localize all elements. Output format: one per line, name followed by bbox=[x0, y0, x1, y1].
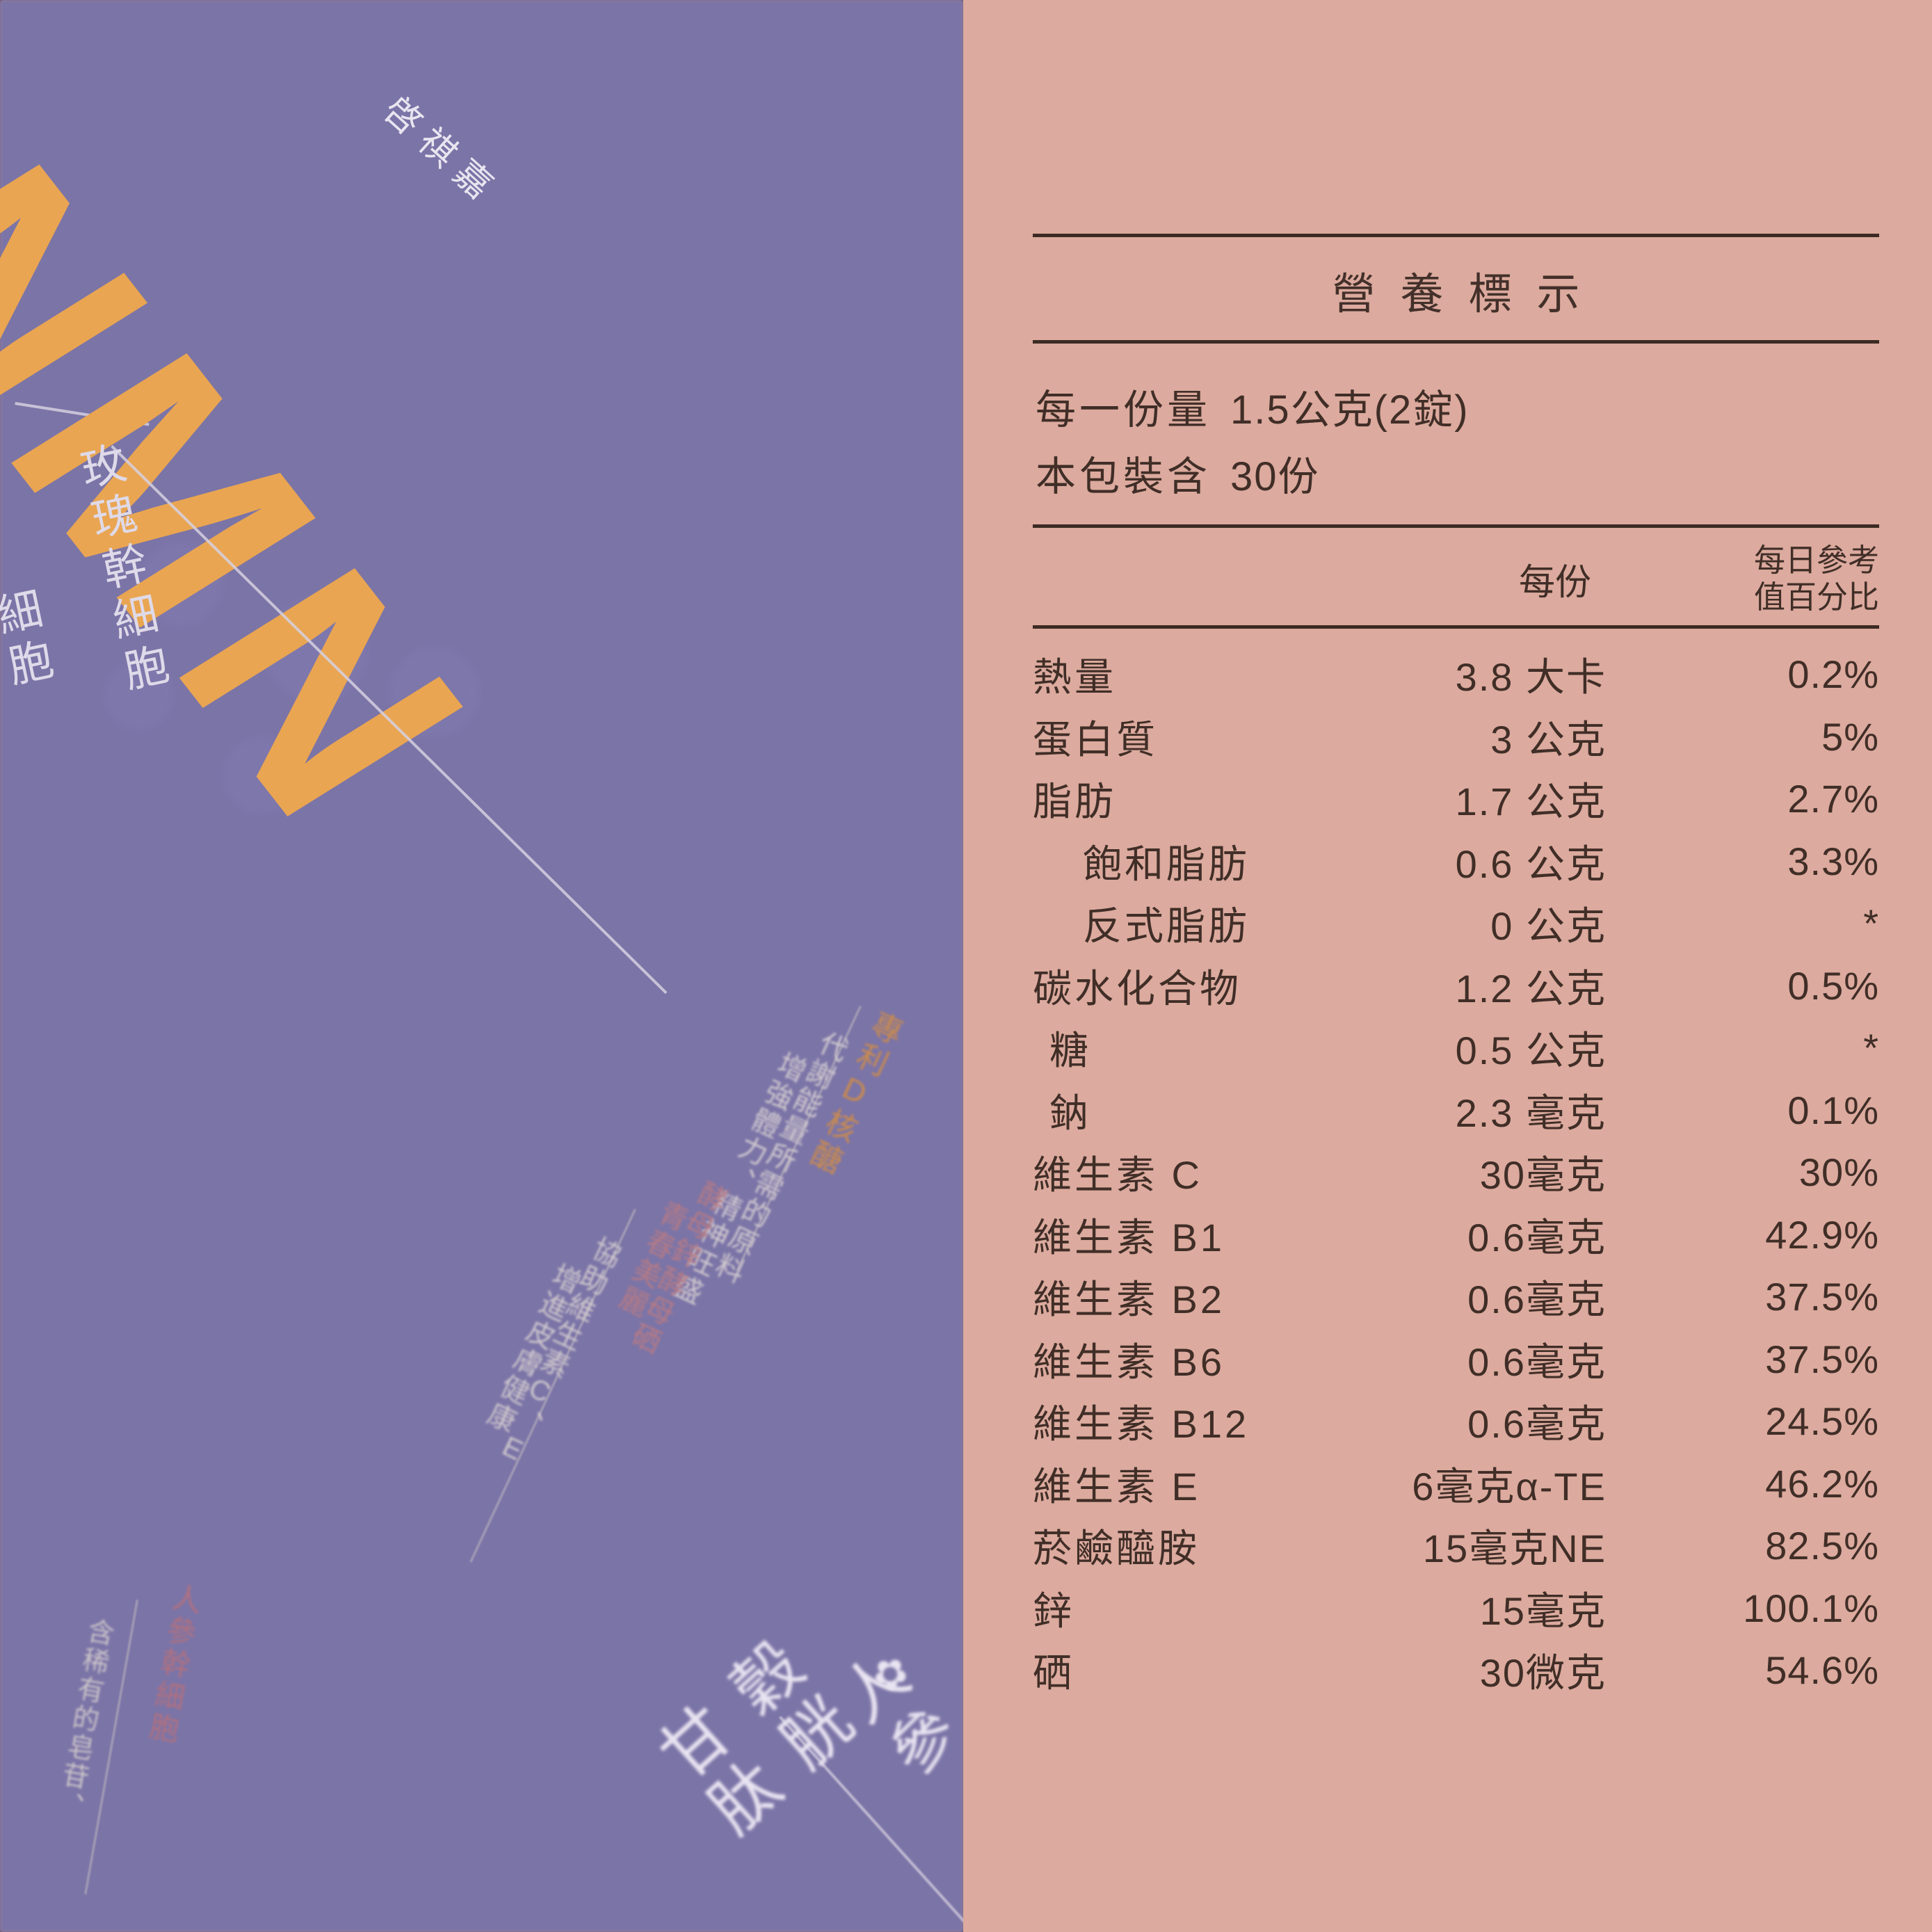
nutrient-amount: 2.3 毫克 bbox=[1455, 1090, 1607, 1135]
divider-line bbox=[1033, 625, 1879, 629]
serving-size-line: 每一份量 1.5公克(2錠) bbox=[1036, 377, 1882, 435]
nutrition-table: 熱量 3.8 大卡 0.2% 蛋白質 3 公克 5% 脂肪 1.7 公克 2.7… bbox=[1033, 643, 1879, 1702]
table-row: 維生素 C 30毫克 30% bbox=[1033, 1141, 1879, 1204]
nutrition-title: 營養標示 bbox=[1332, 271, 1605, 319]
nutrient-daily-percent: 0.1% bbox=[1787, 1088, 1879, 1132]
nutrient-name: 飽和脂肪 bbox=[1083, 842, 1250, 886]
nutrient-amount: 15毫克NE bbox=[1422, 1527, 1607, 1571]
nutrient-daily-percent: 37.5% bbox=[1765, 1337, 1879, 1381]
nutrient-amount: 0.6毫克 bbox=[1467, 1278, 1607, 1322]
nutrient-name: 鋅 bbox=[1033, 1588, 1074, 1633]
watermark-dot bbox=[104, 661, 174, 730]
nutrient-amount: 30毫克 bbox=[1479, 1153, 1607, 1198]
divider-line bbox=[1033, 524, 1879, 528]
nutrient-daily-percent: * bbox=[1863, 901, 1879, 946]
table-row: 維生素 E 6毫克α-TE 46.2% bbox=[1033, 1453, 1879, 1515]
table-row: 脂肪 1.7 公克 2.7% bbox=[1033, 768, 1879, 830]
table-row: 飽和脂肪 0.6 公克 3.3% bbox=[1033, 830, 1879, 893]
nutrient-name: 碳水化合物 bbox=[1033, 966, 1241, 1011]
column-header-daily-value: 每日參考 值百分比 bbox=[1753, 542, 1879, 615]
nutrient-daily-percent: 3.3% bbox=[1787, 839, 1879, 883]
nutrient-name: 糖 bbox=[1049, 1029, 1091, 1073]
nutrient-daily-percent: * bbox=[1863, 1026, 1879, 1070]
nutrient-daily-percent: 5% bbox=[1821, 714, 1879, 759]
nutrient-daily-percent: 30% bbox=[1798, 1150, 1879, 1195]
table-row: 菸鹼醯胺 15毫克NE 82.5% bbox=[1033, 1515, 1879, 1577]
table-row: 維生素 B1 0.6毫克 42.9% bbox=[1033, 1204, 1879, 1266]
nutrient-name: 維生素 B12 bbox=[1033, 1402, 1250, 1447]
watermark-dot bbox=[389, 647, 480, 737]
nutrient-name: 硒 bbox=[1033, 1651, 1074, 1696]
nutrient-name: 維生素 B1 bbox=[1033, 1215, 1225, 1259]
nutrient-daily-percent: 0.5% bbox=[1787, 963, 1879, 1008]
nutrient-name: 鈉 bbox=[1049, 1090, 1091, 1135]
nutrient-amount: 3.8 大卡 bbox=[1455, 655, 1607, 700]
nutrient-name: 熱量 bbox=[1033, 655, 1116, 700]
divider-line bbox=[1033, 340, 1879, 344]
nutrition-facts-panel: 營養標示 每一份量 1.5公克(2錠) 本包裝含 30份 每份 每日參考 值百分比 bbox=[963, 0, 1932, 1932]
nutrient-name: 菸鹼醯胺 bbox=[1033, 1527, 1200, 1571]
table-row: 熱量 3.8 大卡 0.2% bbox=[1033, 643, 1879, 706]
divider-line bbox=[1033, 234, 1879, 237]
nutrient-name: 反式脂肪 bbox=[1083, 904, 1250, 949]
servings-label: 本包裝含 bbox=[1036, 454, 1211, 499]
nutrient-amount: 0.5 公克 bbox=[1455, 1029, 1607, 1073]
nutrient-daily-percent: 82.5% bbox=[1765, 1524, 1879, 1568]
table-row: 反式脂肪 0 公克 * bbox=[1033, 892, 1879, 955]
table-header-row: 每份 每日參考 值百分比 bbox=[1033, 537, 1879, 620]
table-row: 糖 0.5 公克 * bbox=[1033, 1017, 1879, 1079]
nutrient-name: 維生素 B6 bbox=[1033, 1339, 1225, 1384]
nutrient-daily-percent: 100.1% bbox=[1743, 1586, 1879, 1630]
nutrient-name: 脂肪 bbox=[1033, 780, 1116, 824]
servings-value: 30份 bbox=[1230, 454, 1320, 499]
nutrient-amount: 0 公克 bbox=[1490, 904, 1607, 949]
nutrient-daily-percent: 37.5% bbox=[1765, 1275, 1879, 1319]
nutrient-amount: 1.2 公克 bbox=[1455, 966, 1607, 1011]
column-header-per-serving: 每份 bbox=[1518, 562, 1591, 603]
serving-size-label: 每一份量 bbox=[1036, 387, 1211, 433]
nutrient-daily-percent: 2.7% bbox=[1787, 777, 1879, 821]
table-row: 硒 30微克 54.6% bbox=[1033, 1639, 1879, 1702]
nutrient-amount: 3 公克 bbox=[1490, 717, 1607, 762]
nutrient-name: 維生素 C bbox=[1033, 1153, 1202, 1198]
nutrient-name: 維生素 E bbox=[1033, 1464, 1200, 1508]
nutrient-daily-percent: 46.2% bbox=[1765, 1461, 1879, 1506]
nutrient-amount: 0.6毫克 bbox=[1467, 1339, 1607, 1384]
table-row: 鈉 2.3 毫克 0.1% bbox=[1033, 1079, 1879, 1142]
servings-per-pack-line: 本包裝含 30份 bbox=[1036, 444, 1882, 502]
table-row: 碳水化合物 1.2 公克 0.5% bbox=[1033, 955, 1879, 1017]
table-row: 蛋白質 3 公克 5% bbox=[1033, 706, 1879, 768]
nutrient-daily-percent: 54.6% bbox=[1765, 1648, 1879, 1693]
table-row: 維生素 B12 0.6毫克 24.5% bbox=[1033, 1390, 1879, 1453]
nutrient-name: 蛋白質 bbox=[1033, 717, 1158, 762]
nutrient-amount: 6毫克α-TE bbox=[1412, 1464, 1607, 1508]
nutrient-daily-percent: 24.5% bbox=[1765, 1399, 1879, 1444]
table-row: 維生素 B6 0.6毫克 37.5% bbox=[1033, 1328, 1879, 1391]
table-row: 維生素 B2 0.6毫克 37.5% bbox=[1033, 1266, 1879, 1328]
table-row: 鋅 15毫克 100.1% bbox=[1033, 1577, 1879, 1640]
nutrient-amount: 0.6 公克 bbox=[1455, 842, 1607, 886]
nutrient-daily-percent: 0.2% bbox=[1787, 652, 1879, 697]
product-photo: 啓祺嘉 NMN 玫瑰幹細胞 細胞 專利D核醣 代謝能量所需的原料 增強體力、精神… bbox=[0, 0, 963, 1932]
nutrient-amount: 30微克 bbox=[1479, 1651, 1607, 1696]
nutrient-amount: 0.6毫克 bbox=[1467, 1402, 1607, 1447]
watermark-dot bbox=[223, 737, 299, 814]
nutrient-amount: 1.7 公克 bbox=[1455, 780, 1607, 824]
serving-size-value: 1.5公克(2錠) bbox=[1230, 387, 1470, 433]
bottom-box-face bbox=[0, 0, 963, 1932]
nutrient-amount: 15毫克 bbox=[1479, 1588, 1607, 1633]
watermark-dot bbox=[139, 542, 223, 626]
nutrient-amount: 0.6毫克 bbox=[1467, 1215, 1607, 1259]
nutrient-name: 維生素 B2 bbox=[1033, 1278, 1225, 1322]
nutrient-daily-percent: 42.9% bbox=[1765, 1212, 1879, 1257]
